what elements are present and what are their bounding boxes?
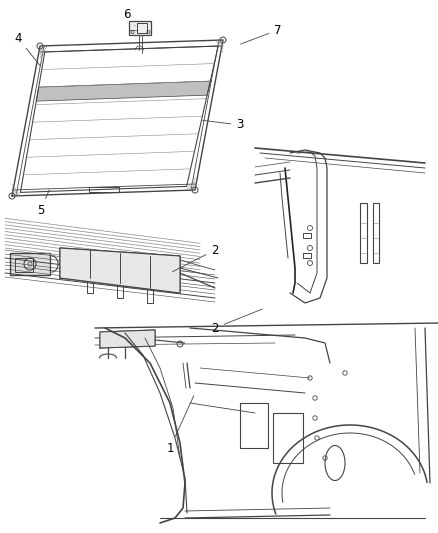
Text: 1: 1 [166,395,194,455]
Bar [137,23,146,33]
Bar [373,203,379,263]
Text: 4: 4 [14,31,40,66]
Bar [128,21,151,35]
Bar [117,283,123,298]
Text: 5: 5 [37,190,49,217]
Text: 2: 2 [211,309,262,335]
Text: 2: 2 [173,244,219,272]
Bar [15,258,33,272]
Bar [240,403,268,448]
Bar [273,413,303,463]
Bar [10,253,50,275]
Bar [303,253,311,258]
Bar [87,278,93,293]
Text: 7: 7 [240,23,282,44]
Polygon shape [36,81,210,101]
Bar [303,233,311,238]
Text: 3: 3 [203,118,244,132]
Polygon shape [60,248,180,293]
Text: 6: 6 [123,9,135,26]
Bar [88,188,119,192]
Polygon shape [100,330,155,348]
Bar [360,203,367,263]
Bar [147,288,153,303]
